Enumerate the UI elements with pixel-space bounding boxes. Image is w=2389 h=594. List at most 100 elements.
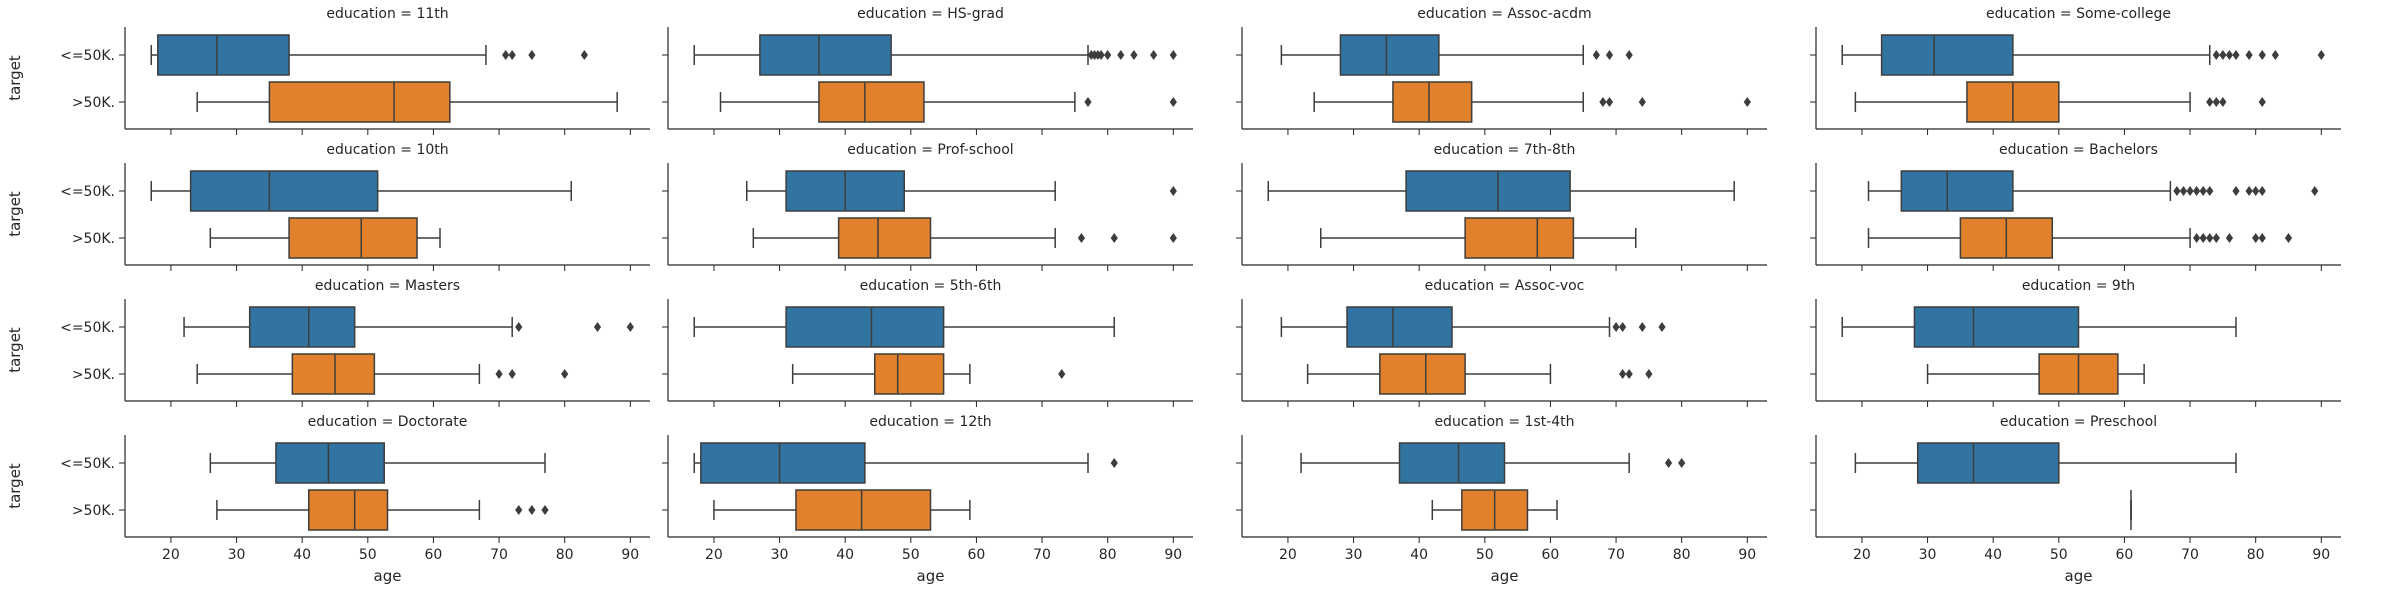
outlier-point — [1110, 458, 1118, 468]
x-tick-label: 20 — [1853, 547, 1871, 563]
facet-title: education = Masters — [315, 278, 460, 294]
outlier-point — [1150, 50, 1158, 60]
box-le50k — [1916, 442, 2060, 484]
box-le50k — [1346, 306, 1453, 348]
facet-title: education = HS-grad — [857, 6, 1004, 22]
box-le50k — [785, 306, 945, 348]
outlier-point — [2258, 97, 2266, 107]
box-gt50k — [291, 353, 376, 395]
outlier-point — [2225, 50, 2234, 60]
outlier-point — [1743, 97, 1751, 107]
x-tick-label: 30 — [1919, 547, 1937, 563]
x-tick-label: 40 — [836, 547, 854, 563]
outlier-point — [2311, 186, 2319, 196]
x-tick-label: 70 — [1033, 547, 1051, 563]
outlier-point — [2193, 186, 2201, 196]
outlier-point — [2219, 50, 2227, 60]
x-tick-label: 50 — [902, 547, 920, 563]
facet-title: education = Assoc-voc — [1425, 278, 1585, 294]
y-tick-label: <=50K. — [60, 456, 115, 472]
outlier-point — [2173, 186, 2181, 196]
box-le50k — [1339, 34, 1440, 76]
x-axis-label: age — [2065, 567, 2093, 585]
x-tick-label: 60 — [1542, 547, 1560, 563]
outlier-point — [1664, 458, 1673, 468]
x-tick-label: 50 — [2050, 547, 2068, 563]
x-tick-label: 60 — [2116, 547, 2134, 563]
outlier-point — [2179, 186, 2188, 196]
outlier-point — [1625, 369, 1633, 379]
outlier-point — [2271, 50, 2279, 60]
outlier-point — [2199, 233, 2207, 243]
x-tick-label: 80 — [1099, 547, 1117, 563]
outlier-point — [2206, 233, 2214, 243]
x-axis-label: age — [1491, 567, 1519, 585]
x-tick-label: 80 — [2247, 547, 2265, 563]
x-tick-label: 20 — [162, 547, 180, 563]
outlier-point — [2258, 233, 2266, 243]
x-axis-label: age — [917, 567, 945, 585]
x-tick-label: 30 — [228, 547, 246, 563]
outlier-point — [1599, 97, 1607, 107]
box-le50k — [1900, 170, 2014, 212]
box-le50k — [157, 34, 290, 76]
outlier-point — [515, 322, 523, 332]
outlier-point — [515, 505, 523, 515]
x-tick-label: 80 — [1673, 547, 1691, 563]
x-tick-label: 20 — [705, 547, 723, 563]
outlier-point — [1592, 50, 1600, 60]
x-tick-label: 60 — [968, 547, 986, 563]
outlier-point — [2232, 186, 2240, 196]
facet-title: education = Assoc-acdm — [1417, 6, 1591, 22]
outlier-point — [2199, 186, 2207, 196]
outlier-point — [1130, 50, 1138, 60]
outlier-point — [580, 50, 588, 60]
box-le50k — [1913, 306, 2080, 348]
box-le50k — [700, 442, 866, 484]
outlier-point — [2212, 233, 2220, 243]
outlier-point — [2219, 97, 2227, 107]
x-tick-label: 40 — [1410, 547, 1428, 563]
y-axis-label: target — [6, 55, 24, 101]
x-tick-label: 60 — [425, 547, 443, 563]
y-tick-label: >50K. — [72, 95, 115, 111]
outlier-point — [2225, 233, 2234, 243]
outlier-point — [1084, 97, 1092, 107]
x-tick-label: 90 — [1164, 547, 1182, 563]
facet-title: education = Doctorate — [308, 414, 468, 430]
x-tick-label: 50 — [1476, 547, 1494, 563]
outlier-point — [495, 369, 503, 379]
outlier-point — [2212, 97, 2220, 107]
outlier-point — [593, 322, 602, 332]
box-gt50k — [1392, 81, 1473, 123]
outlier-point — [1612, 322, 1620, 332]
x-tick-label: 90 — [1738, 547, 1756, 563]
y-tick-label: >50K. — [72, 503, 115, 519]
outlier-point — [1605, 50, 1614, 60]
y-axis-label: target — [6, 463, 24, 509]
outlier-point — [626, 322, 634, 332]
x-tick-label: 30 — [771, 547, 789, 563]
outlier-point — [2206, 186, 2214, 196]
facet-title: education = Bachelors — [1999, 142, 2158, 158]
outlier-point — [508, 369, 516, 379]
box-gt50k — [818, 81, 925, 123]
facet-title: education = 5th-6th — [860, 278, 1002, 294]
outlier-point — [1169, 50, 1177, 60]
y-axis-label: target — [6, 191, 24, 237]
facet-title: education = 11th — [326, 6, 448, 22]
outlier-point — [1625, 50, 1633, 60]
outlier-point — [1104, 50, 1112, 60]
x-tick-label: 70 — [2181, 547, 2199, 563]
outlier-point — [2284, 233, 2293, 243]
outlier-point — [1110, 233, 1118, 243]
box-le50k — [248, 306, 356, 348]
outlier-point — [2252, 233, 2260, 243]
x-tick-label: 70 — [490, 547, 508, 563]
outlier-point — [2206, 97, 2214, 107]
facet-title: education = 7th-8th — [1434, 142, 1576, 158]
x-tick-label: 90 — [2312, 547, 2330, 563]
x-tick-label: 20 — [1279, 547, 1297, 563]
